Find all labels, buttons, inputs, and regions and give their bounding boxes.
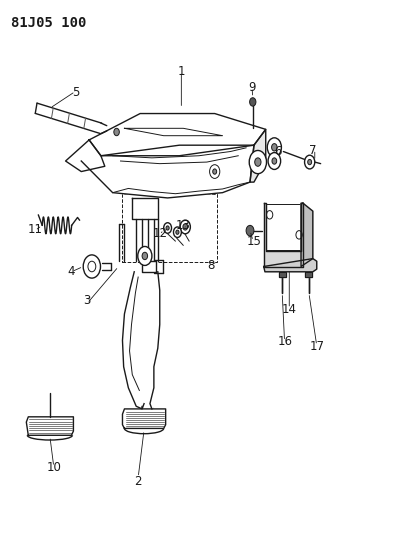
Text: 1: 1: [178, 65, 185, 78]
Polygon shape: [26, 417, 73, 435]
Polygon shape: [81, 140, 254, 198]
Polygon shape: [66, 140, 105, 172]
Text: 11: 11: [27, 223, 43, 236]
Circle shape: [114, 128, 119, 136]
Text: 15: 15: [246, 235, 261, 248]
Circle shape: [142, 252, 148, 260]
Text: 81J05 100: 81J05 100: [11, 16, 86, 30]
Circle shape: [83, 255, 101, 278]
Text: 8: 8: [207, 259, 215, 272]
Circle shape: [308, 159, 312, 165]
Circle shape: [164, 223, 172, 233]
Polygon shape: [142, 261, 156, 272]
Polygon shape: [132, 198, 158, 219]
Circle shape: [180, 220, 190, 234]
Circle shape: [272, 158, 277, 164]
Text: 2: 2: [135, 475, 142, 488]
Text: 4: 4: [68, 265, 75, 278]
Polygon shape: [301, 203, 313, 266]
Text: 13: 13: [176, 219, 191, 232]
Polygon shape: [250, 130, 266, 182]
Text: 10: 10: [46, 462, 61, 474]
Polygon shape: [89, 114, 266, 156]
Circle shape: [250, 98, 256, 106]
Text: 3: 3: [84, 294, 91, 308]
Text: 9: 9: [248, 80, 256, 94]
Circle shape: [174, 227, 181, 238]
Polygon shape: [123, 409, 166, 429]
Circle shape: [166, 226, 169, 230]
Circle shape: [213, 169, 217, 174]
Circle shape: [268, 152, 281, 169]
Bar: [123, 193, 217, 262]
Text: 12: 12: [152, 227, 167, 240]
Polygon shape: [264, 259, 317, 272]
Circle shape: [176, 230, 179, 235]
Text: 7: 7: [309, 144, 316, 157]
Text: 16: 16: [278, 335, 293, 348]
Circle shape: [267, 138, 281, 157]
Polygon shape: [279, 272, 286, 277]
Text: 14: 14: [282, 303, 297, 316]
Circle shape: [304, 155, 315, 169]
Text: 6: 6: [274, 145, 281, 158]
Circle shape: [249, 150, 267, 174]
Text: 5: 5: [72, 86, 79, 99]
Circle shape: [271, 143, 277, 151]
Polygon shape: [264, 203, 303, 266]
Text: 17: 17: [309, 340, 324, 353]
Circle shape: [255, 158, 261, 166]
Polygon shape: [305, 272, 312, 277]
Circle shape: [246, 225, 254, 236]
Circle shape: [138, 246, 152, 265]
Circle shape: [183, 224, 187, 230]
